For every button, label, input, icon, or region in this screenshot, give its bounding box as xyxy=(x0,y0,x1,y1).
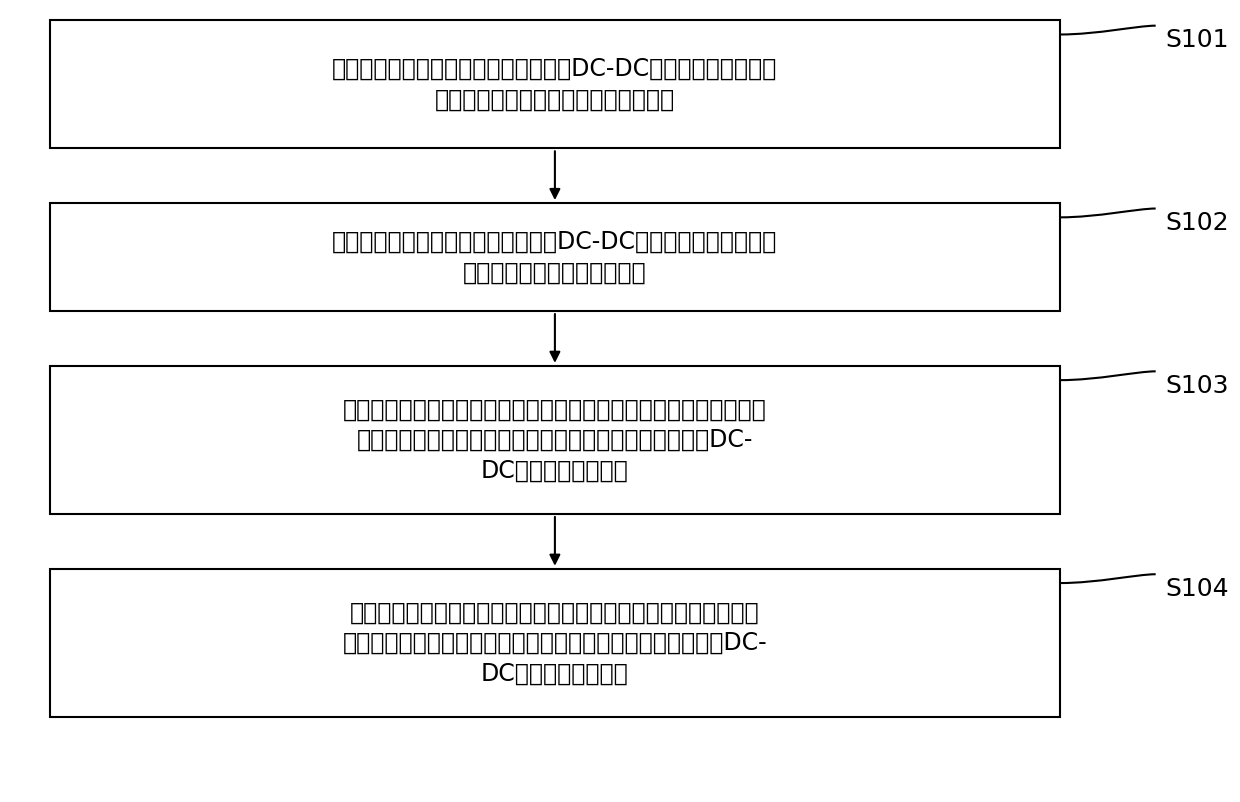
Text: 通过变换器等效法对负载变换器进行等效处理得到第三线性传递函: 通过变换器等效法对负载变换器进行等效处理得到第三线性传递函 xyxy=(350,601,760,624)
Text: 并根据第二线性传递函数与描述函数的关系判定两级级联DC-: 并根据第二线性传递函数与描述函数的关系判定两级级联DC- xyxy=(357,428,753,452)
Text: 行线性建模，以得到第一线性传递函数: 行线性建模，以得到第一线性传递函数 xyxy=(435,87,675,111)
Text: S101: S101 xyxy=(1166,28,1229,52)
Text: S104: S104 xyxy=(1166,577,1229,601)
Bar xyxy=(50,569,1060,717)
Text: S102: S102 xyxy=(1166,211,1229,235)
Text: 数，并根据第三线性传递函数与描述函数的关系判定两级级联DC-: 数，并根据第三线性传递函数与描述函数的关系判定两级级联DC- xyxy=(342,631,768,654)
Text: 非线性建模，以得到描述函数: 非线性建模，以得到描述函数 xyxy=(463,261,647,284)
Bar xyxy=(50,20,1060,148)
Bar xyxy=(50,203,1060,311)
Text: 通过变换器等效法对源变换器进行等效处理得到第二线性传递函数，: 通过变换器等效法对源变换器进行等效处理得到第二线性传递函数， xyxy=(343,398,766,421)
Text: DC变换器的稳定范围: DC变换器的稳定范围 xyxy=(481,662,629,685)
Text: 通过小信号建模方法对级联系统中单级DC-DC变换器的线性部分进: 通过小信号建模方法对级联系统中单级DC-DC变换器的线性部分进 xyxy=(332,57,777,81)
Text: 通过描述函数法对级联系统中的单机DC-DC变换器的开关环节进行: 通过描述函数法对级联系统中的单机DC-DC变换器的开关环节进行 xyxy=(332,230,777,253)
Text: S103: S103 xyxy=(1166,374,1229,398)
Bar xyxy=(50,366,1060,514)
Text: DC变换器的稳定范围: DC变换器的稳定范围 xyxy=(481,459,629,482)
